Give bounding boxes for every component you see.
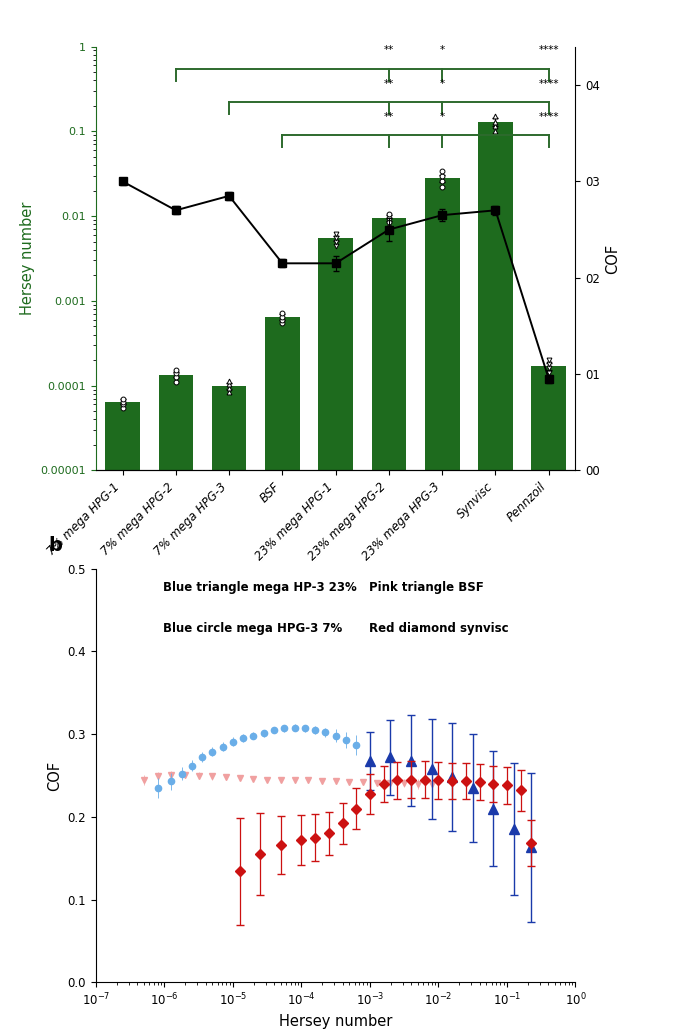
Text: b: b [48,536,62,554]
Text: Blue triangle mega HP-3 23%: Blue triangle mega HP-3 23% [163,581,357,595]
Bar [319,238,353,1034]
Text: Blue circle mega HPG-3 7%: Blue circle mega HPG-3 7% [163,622,342,636]
Bar [371,218,406,1034]
X-axis label: Hersey number: Hersey number [279,1014,393,1029]
Bar [478,122,513,1034]
Bar [425,178,460,1034]
Bar [212,386,247,1034]
Text: *: * [440,112,445,122]
Text: *: * [440,79,445,89]
Bar [158,374,193,1034]
Text: Pink triangle BSF: Pink triangle BSF [369,581,484,595]
Text: **: ** [384,112,394,122]
Bar [265,316,300,1034]
Text: *: * [440,44,445,55]
Text: **: ** [384,44,394,55]
Bar [105,401,140,1034]
Text: ****: **** [538,44,559,55]
Y-axis label: COF: COF [606,243,621,274]
Y-axis label: Hersey number: Hersey number [20,202,35,315]
Text: Red diamond synvisc: Red diamond synvisc [369,622,509,636]
Text: ****: **** [538,112,559,122]
Y-axis label: COF: COF [47,760,62,791]
Text: **: ** [384,79,394,89]
Text: ****: **** [538,79,559,89]
Bar [532,366,566,1034]
